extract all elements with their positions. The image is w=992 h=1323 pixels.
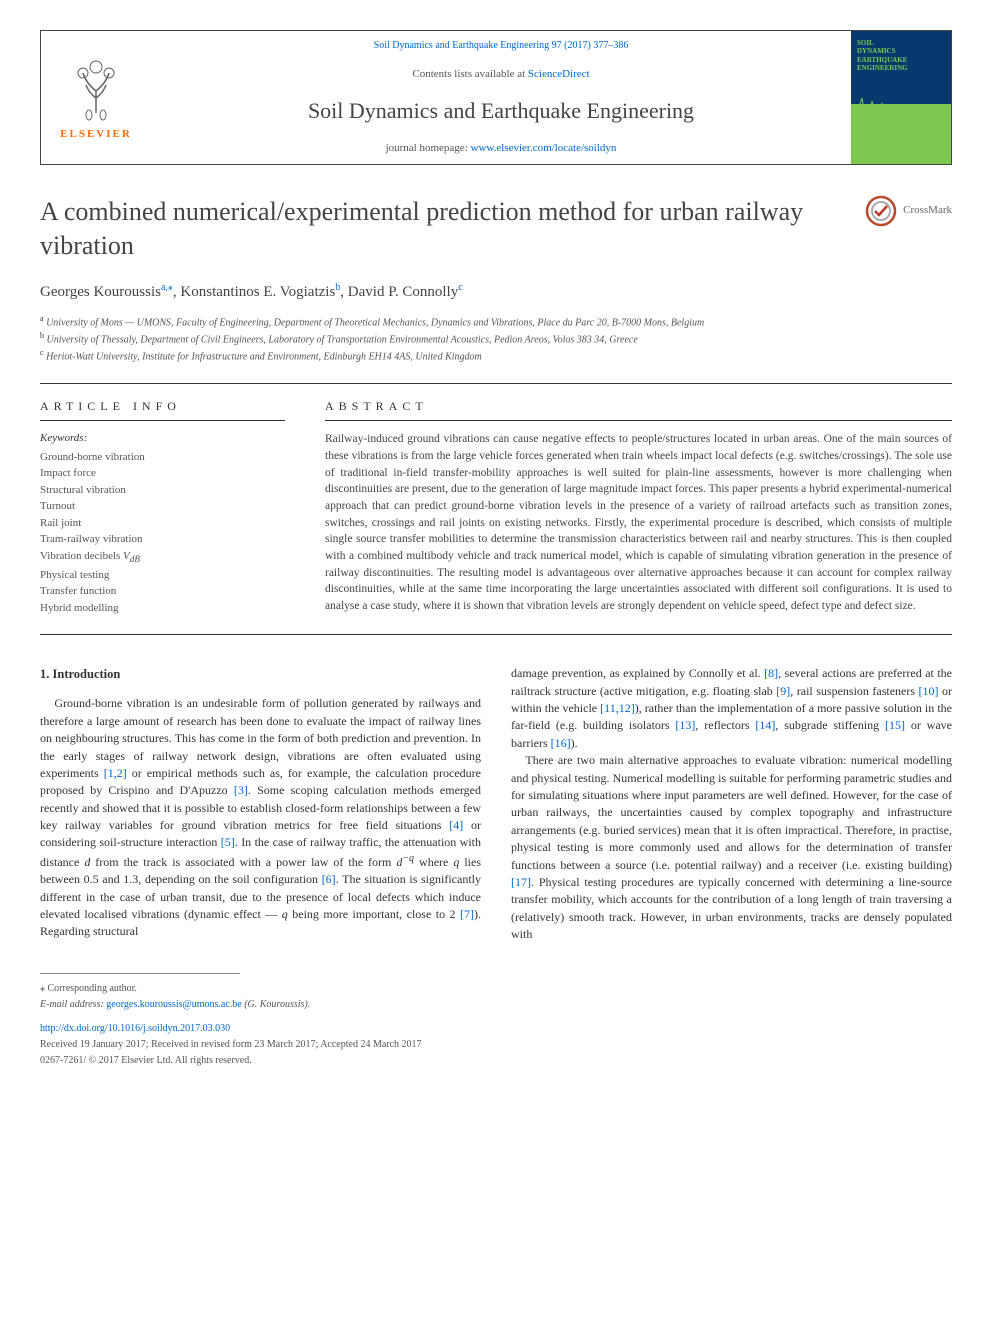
abstract-heading: ABSTRACT	[325, 398, 952, 415]
keyword: Transfer function	[40, 583, 285, 600]
affiliation-line: a University of Mons — UMONS, Faculty of…	[40, 313, 952, 330]
keyword: Ground-borne vibration	[40, 449, 285, 466]
keyword: Tram-railway vibration	[40, 531, 285, 548]
contents-available-line: Contents lists available at ScienceDirec…	[412, 67, 589, 82]
info-abstract-row: ARTICLE INFO Keywords: Ground-borne vibr…	[40, 398, 952, 617]
author-corr-sup: ⁎	[168, 282, 173, 293]
contents-text: Contents lists available at	[412, 68, 527, 80]
affiliation-line: b University of Thessaly, Department of …	[40, 330, 952, 347]
affiliation-text: Heriot-Watt University, Institute for In…	[46, 352, 482, 363]
body-paragraph: Ground-borne vibration is an undesirable…	[40, 695, 481, 940]
doi-line: http://dx.doi.org/10.1016/j.soildyn.2017…	[40, 1022, 952, 1036]
keyword: Structural vibration	[40, 482, 285, 499]
journal-header: ELSEVIER Soil Dynamics and Earthquake En…	[40, 30, 952, 165]
authors-line: Georges Kouroussisa,⁎, Konstantinos E. V…	[40, 281, 952, 303]
body-column-left: 1. Introduction Ground-borne vibration i…	[40, 665, 481, 943]
body-columns: 1. Introduction Ground-borne vibration i…	[40, 665, 952, 943]
keyword: Turnout	[40, 498, 285, 515]
footer-divider	[40, 973, 240, 974]
elsevier-brand-text: ELSEVIER	[60, 127, 132, 142]
footer: ⁎ Corresponding author. E-mail address: …	[40, 973, 952, 1068]
cover-line: DYNAMICS	[857, 47, 945, 55]
keywords-label: Keywords:	[40, 431, 285, 446]
article-info-heading: ARTICLE INFO	[40, 398, 285, 415]
affiliation-text: University of Thessaly, Department of Ci…	[47, 334, 638, 345]
author-affil-sup: a,	[161, 282, 168, 293]
affiliation-line: c Heriot-Watt University, Institute for …	[40, 347, 952, 364]
journal-reference-link[interactable]: Soil Dynamics and Earthquake Engineering…	[374, 39, 629, 53]
section-number: 1.	[40, 667, 49, 681]
keyword: Hybrid modelling	[40, 600, 285, 617]
crossmark-icon	[865, 195, 897, 227]
sciencedirect-link[interactable]: ScienceDirect	[528, 68, 590, 80]
divider	[40, 383, 952, 384]
cover-line: EARTHQUAKE	[857, 56, 945, 64]
keyword: Impact force	[40, 465, 285, 482]
author-affil-sup: b	[335, 282, 340, 293]
body-paragraph: There are two main alternative approache…	[511, 752, 952, 943]
author: David P. Connolly	[348, 284, 458, 300]
abstract-divider	[325, 420, 952, 421]
section-title: Introduction	[53, 667, 121, 681]
corresponding-author-line: ⁎ Corresponding author.	[40, 982, 952, 996]
affiliations: a University of Mons — UMONS, Faculty of…	[40, 313, 952, 365]
title-row: A combined numerical/experimental predic…	[40, 195, 952, 263]
abstract-text: Railway-induced ground vibrations can ca…	[325, 431, 952, 614]
section-heading: 1. Introduction	[40, 665, 481, 683]
author-affil-sup: c	[458, 282, 462, 293]
crossmark-badge[interactable]: CrossMark	[865, 195, 952, 227]
keyword: Rail joint	[40, 515, 285, 532]
homepage-label: journal homepage:	[386, 142, 471, 154]
email-link[interactable]: georges.kouroussis@umons.ac.be	[106, 999, 241, 1010]
email-line: E-mail address: georges.kouroussis@umons…	[40, 998, 952, 1012]
article-info-column: ARTICLE INFO Keywords: Ground-borne vibr…	[40, 398, 285, 617]
header-center: Soil Dynamics and Earthquake Engineering…	[151, 31, 851, 164]
keyword: Vibration decibels VdB	[40, 548, 285, 567]
cover-line: SOIL	[857, 39, 945, 47]
elsevier-logo: ELSEVIER	[41, 31, 151, 164]
article-title: A combined numerical/experimental predic…	[40, 195, 845, 263]
body-paragraph: damage prevention, as explained by Conno…	[511, 665, 952, 752]
email-suffix: (G. Kouroussis).	[242, 999, 311, 1010]
email-label: E-mail address:	[40, 999, 106, 1010]
author: Georges Kouroussis	[40, 284, 161, 300]
crossmark-label: CrossMark	[903, 203, 952, 218]
keyword: Physical testing	[40, 567, 285, 584]
info-divider	[40, 420, 285, 421]
journal-homepage-line: journal homepage: www.elsevier.com/locat…	[386, 141, 617, 156]
doi-link[interactable]: http://dx.doi.org/10.1016/j.soildyn.2017…	[40, 1023, 230, 1034]
copyright-line: 0267-7261/ © 2017 Elsevier Ltd. All righ…	[40, 1054, 952, 1068]
homepage-link[interactable]: www.elsevier.com/locate/soildyn	[471, 142, 617, 154]
divider	[40, 634, 952, 635]
cover-waveform-icon	[857, 93, 945, 133]
body-column-right: damage prevention, as explained by Conno…	[511, 665, 952, 943]
author: Konstantinos E. Vogiatzis	[180, 284, 335, 300]
affiliation-text: University of Mons — UMONS, Faculty of E…	[46, 317, 704, 328]
keywords-list: Ground-borne vibration Impact force Stru…	[40, 449, 285, 616]
abstract-column: ABSTRACT Railway-induced ground vibratio…	[325, 398, 952, 617]
journal-title: Soil Dynamics and Earthquake Engineering	[308, 96, 694, 127]
journal-cover-thumbnail: SOIL DYNAMICS EARTHQUAKE ENGINEERING	[851, 31, 951, 164]
received-line: Received 19 January 2017; Received in re…	[40, 1038, 952, 1052]
elsevier-tree-icon	[61, 53, 131, 123]
cover-line: ENGINEERING	[857, 64, 945, 72]
